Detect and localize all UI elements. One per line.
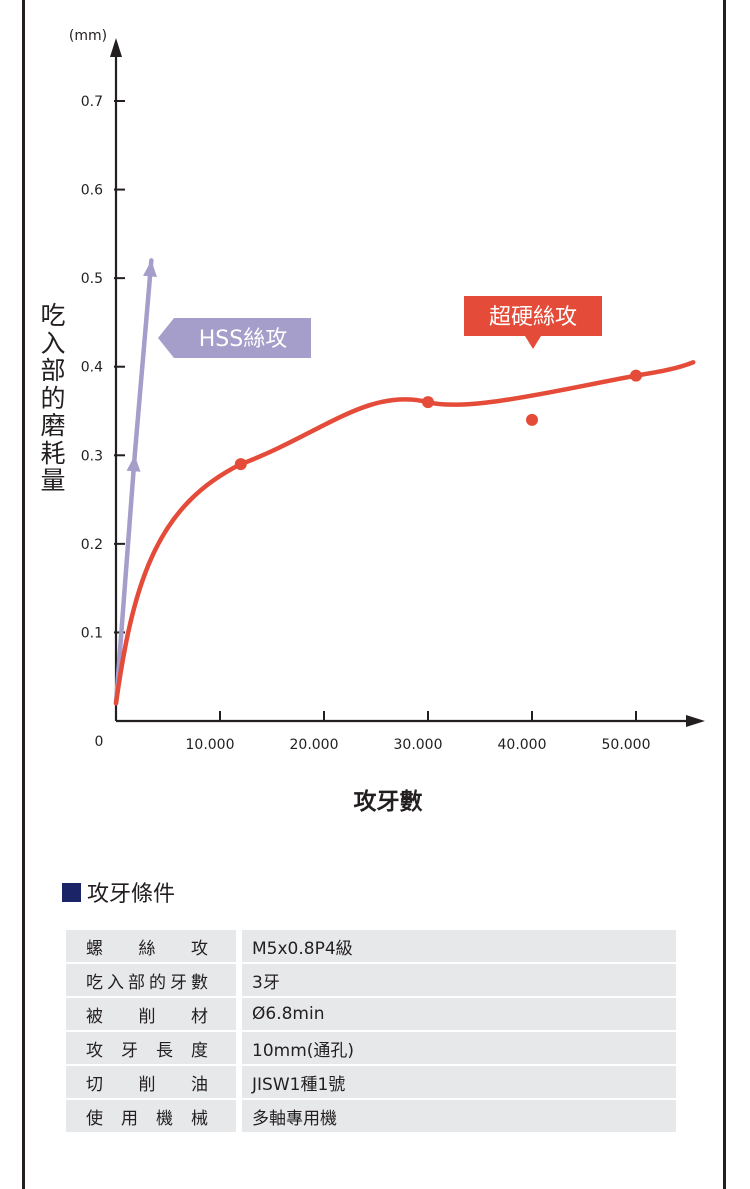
condition-key: 吃入部的牙數 [66, 964, 242, 998]
frame-left-border [22, 0, 25, 1189]
condition-key: 切削油 [66, 1066, 242, 1100]
series-line-carbide [113, 360, 696, 706]
condition-key-text: 切削油 [86, 1074, 208, 1095]
condition-value: 10mm(通孔) [242, 1032, 676, 1066]
x-tick-label: 10.000 [186, 737, 235, 753]
condition-key: 被削材 [66, 998, 242, 1032]
condition-key-text: 攻牙長度 [86, 1040, 208, 1061]
series-arrow-hss-end [143, 260, 157, 277]
table-row: 攻牙長度 10mm(通孔) [66, 1032, 676, 1066]
x-tick-label: 40.000 [498, 737, 547, 753]
condition-key-text: 螺絲攻 [86, 938, 208, 959]
callout-hss-label: HSS絲攻 [199, 327, 287, 352]
table-row: 被削材 Ø6.8min [66, 998, 676, 1032]
table-row: 吃入部的牙數 3牙 [66, 964, 676, 998]
x-axis-arrow [686, 715, 705, 727]
y-tick-label: 0.1 [81, 625, 103, 641]
x-tick-label: 20.000 [290, 737, 339, 753]
condition-key-text: 使用機械 [86, 1108, 208, 1129]
x-axis-label: 攻牙數 [353, 789, 423, 815]
x-tick-label: 50.000 [602, 737, 651, 753]
data-point-carbide [234, 458, 247, 471]
y-tick-label: 0.2 [81, 537, 103, 553]
condition-value: 3牙 [242, 964, 676, 998]
condition-key: 使用機械 [66, 1100, 242, 1134]
table-row: 螺絲攻 M5x0.8P4級 [66, 930, 676, 964]
section-square-icon [62, 882, 81, 902]
callout-carbide-label: 超硬絲攻 [489, 305, 577, 330]
data-point-carbide [630, 369, 642, 382]
callout-hss-bg [158, 318, 311, 358]
wear-chart: (mm) 0 0.1 0.2 0.3 0.4 0.5 0.6 0.7 10.000 20.000 30… [69, 28, 705, 753]
condition-value: JISW1種1號 [242, 1066, 676, 1100]
table-row: 切削油 JISW1種1號 [66, 1066, 676, 1100]
y-tick-label: 0.5 [81, 271, 103, 287]
series-line-hss [113, 258, 154, 706]
data-point-outlier [526, 413, 538, 426]
origin-label: 0 [95, 734, 104, 750]
y-axis-arrow [110, 38, 122, 57]
condition-value: Ø6.8min [242, 998, 676, 1032]
condition-key-text: 吃入部的牙數 [86, 972, 208, 993]
x-tick-label: 30.000 [394, 737, 443, 753]
condition-key: 攻牙長度 [66, 1032, 242, 1066]
table-row: 使用機械 多軸專用機 [66, 1100, 676, 1134]
condition-key-text: 被削材 [86, 1006, 208, 1027]
conditions-header: 攻牙條件 [62, 876, 175, 908]
y-unit-label: (mm) [69, 28, 107, 44]
y-axis-label: 吃入部的磨耗量 [40, 301, 66, 495]
conditions-title: 攻牙條件 [87, 882, 176, 907]
y-tick-label: 0.3 [81, 448, 103, 464]
condition-value: 多軸專用機 [242, 1100, 676, 1134]
condition-key: 螺絲攻 [66, 930, 242, 964]
callout-carbide-bg [464, 296, 602, 349]
y-tick-label: 0.7 [81, 94, 103, 110]
series-arrow-hss-mid [126, 455, 141, 472]
frame-right-border [723, 0, 726, 1189]
y-tick-label: 0.4 [81, 360, 103, 376]
conditions-table: 螺絲攻 M5x0.8P4級吃入部的牙數 3牙被削材 Ø6.8min 攻牙長度 10mm(通… [66, 930, 676, 1134]
data-point-carbide [422, 396, 434, 409]
y-tick-label: 0.6 [81, 183, 103, 199]
condition-value: M5x0.8P4級 [242, 930, 676, 964]
